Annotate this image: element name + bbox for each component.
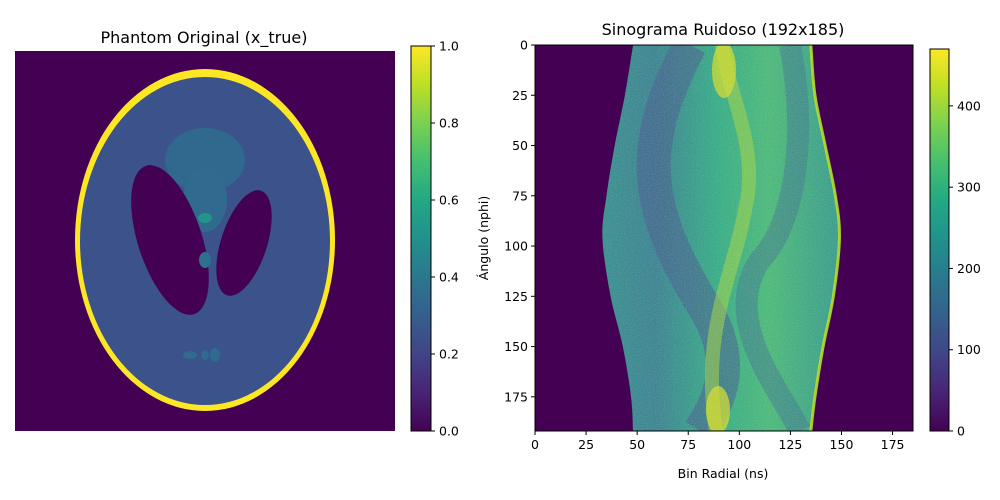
phantom-colorbar: 0.0 0.2 0.4 0.6 0.8 1.0 — [410, 39, 459, 439]
sinogram-right-edge — [809, 44, 841, 432]
sinogram-frame — [534, 44, 914, 432]
phantom-top-blob — [165, 128, 245, 192]
colorbar1-tick-label: 1.0 — [439, 39, 459, 54]
sinogram-y-tick-label: 125 — [504, 289, 528, 304]
sinogram-title: Sinograma Ruidoso (192x185) — [602, 20, 845, 39]
phantom-small-blob-2 — [199, 252, 211, 268]
phantom-right-ellipse — [216, 190, 272, 296]
sinogram-y-tick-label: 150 — [504, 339, 528, 354]
colorbar1-tick-label: 0.4 — [439, 270, 459, 285]
sinogram-x-tick-label: 50 — [629, 437, 645, 452]
phantom-small-blob-4 — [201, 350, 209, 360]
sinogram-noise — [602, 45, 840, 431]
sinogram-image — [534, 44, 914, 432]
colorbar1-tick-label: 0.0 — [439, 424, 459, 439]
sinogram-y-tick-label: 175 — [504, 389, 528, 404]
sinogram-x-ticks: 0 25 50 75 100 125 150 175 — [531, 431, 904, 452]
colorbar2-tick-label: 200 — [957, 261, 981, 276]
sinogram-ylabel: Ángulo (nphi) — [476, 196, 491, 280]
sinogram-x-tick-label: 25 — [578, 437, 594, 452]
sinogram-x-tick-label: 125 — [778, 437, 802, 452]
colorbar1-tick-label: 0.8 — [439, 116, 459, 131]
colorbar2-tick-label: 100 — [957, 342, 981, 357]
sinogram-y-ticks: 0 25 50 75 100 125 150 175 — [504, 38, 535, 404]
phantom-small-blob-1 — [198, 213, 212, 223]
sinogram-x-tick-label: 100 — [727, 437, 751, 452]
colorbar1-tick-label: 0.6 — [439, 193, 459, 208]
sinogram-colorbar: 0 100 200 300 400 — [929, 48, 981, 439]
sinogram-colorbar-gradient — [929, 48, 950, 432]
sinogram-x-tick-label: 0 — [531, 437, 539, 452]
sinogram-y-tick-label: 0 — [520, 38, 528, 53]
colorbar2-tick-label: 400 — [957, 98, 981, 113]
sinogram-x-tick-label: 75 — [680, 437, 696, 452]
phantom-colorbar-ticks: 0.0 0.2 0.4 0.6 0.8 1.0 — [431, 39, 459, 439]
phantom-title: Phantom Original (x_true) — [101, 28, 308, 48]
sinogram-y-tick-label: 25 — [512, 88, 528, 103]
phantom-brain-ellipse — [80, 77, 330, 405]
sinogram-x-tick-label: 150 — [830, 437, 854, 452]
colorbar1-tick-label: 0.2 — [439, 347, 459, 362]
colorbar2-tick-label: 0 — [957, 424, 965, 439]
phantom-left-ellipse — [131, 165, 209, 315]
sinogram-x-tick-label: 175 — [881, 437, 905, 452]
sinogram-y-tick-label: 50 — [512, 138, 528, 153]
sinogram-y-tick-label: 100 — [504, 239, 528, 254]
phantom-image — [15, 51, 395, 431]
sinogram-xlabel: Bin Radial (ns) — [678, 466, 769, 481]
sinogram-colorbar-ticks: 0 100 200 300 400 — [949, 98, 981, 439]
phantom-colorbar-gradient — [410, 45, 432, 432]
phantom-small-blob-3 — [183, 351, 197, 359]
sinogram-y-tick-label: 75 — [512, 188, 528, 203]
phantom-small-blob-5 — [210, 348, 220, 362]
colorbar2-tick-label: 300 — [957, 180, 981, 195]
